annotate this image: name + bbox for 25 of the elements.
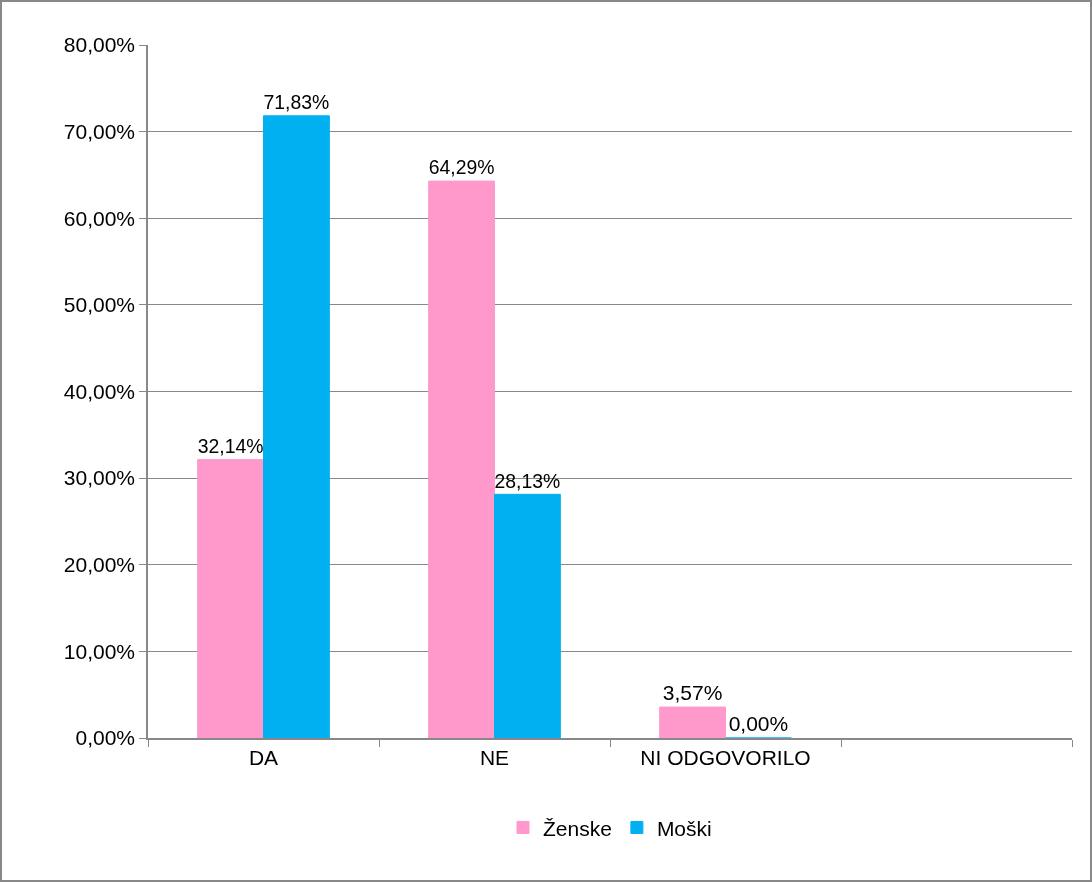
x-tick-label: DA (248, 745, 279, 769)
bar (428, 180, 495, 738)
bar (659, 706, 726, 738)
legend-label: Ženske (543, 816, 612, 840)
y-tick-label: 10,00% (63, 639, 136, 663)
x-tick-label: NI ODGOVORILO (640, 745, 811, 769)
y-tick-label: 40,00% (63, 379, 136, 403)
x-tick-label: NE (479, 745, 510, 769)
y-tick-label: 50,00% (63, 293, 136, 317)
legend-label: Moški (656, 816, 712, 840)
bar (494, 493, 561, 738)
y-tick-label: 80,00% (63, 33, 136, 57)
data-label: 64,29% (428, 156, 495, 179)
y-tick-label: 30,00% (63, 466, 136, 490)
data-label: 71,83% (263, 91, 330, 114)
y-tick-label: 20,00% (63, 553, 136, 577)
data-label: 3,57% (662, 681, 723, 705)
y-tick-label: 70,00% (63, 119, 136, 143)
y-tick-label: 60,00% (63, 206, 136, 230)
data-label: 32,14% (197, 434, 264, 457)
y-tick-label: 0,00% (75, 726, 136, 750)
bar (197, 459, 264, 738)
data-label: 28,13% (494, 469, 561, 492)
data-label: 0,00% (728, 712, 789, 735)
bar (263, 115, 330, 738)
